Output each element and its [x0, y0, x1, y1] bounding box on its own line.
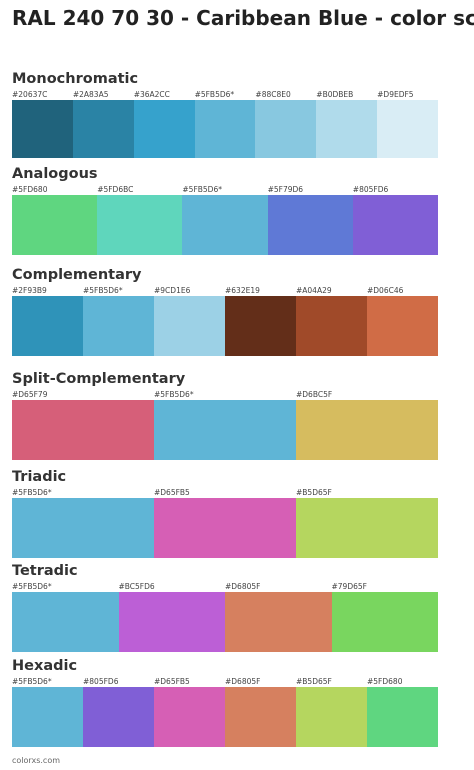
color-swatch[interactable]: [12, 400, 154, 460]
color-label: #5FB5D6*: [12, 488, 52, 497]
color-swatch[interactable]: [367, 687, 438, 747]
swatch-row: [12, 592, 438, 652]
color-swatch[interactable]: [182, 195, 268, 255]
color-swatch[interactable]: [352, 195, 439, 255]
color-swatch[interactable]: [83, 296, 154, 356]
color-swatch[interactable]: [194, 100, 256, 158]
swatch-row: [12, 687, 438, 747]
color-label: #D9EDF5: [377, 90, 414, 99]
section-complementary: Complementary #2F93B9 #5FB5D6* #9CD1E6 #632E…: [12, 266, 438, 356]
color-label: #5FB5D6*: [12, 582, 52, 591]
section-title: Monochromatic: [12, 71, 139, 87]
color-label: #5FB5D6*: [194, 90, 235, 99]
color-swatch[interactable]: [118, 592, 225, 652]
swatch-row: [12, 100, 439, 158]
section-title: Tetradic: [12, 563, 78, 579]
section-analogous: Analogous #5FD680 #5FD6BC #5FB5D6* #5F79D6 #8…: [12, 165, 439, 255]
color-swatch[interactable]: [12, 296, 83, 356]
color-label: #D6805F: [225, 582, 261, 591]
section-title: Analogous: [12, 166, 98, 182]
color-labels: #20637C #2A83A5 #36A2CC #5FB5D6* #88C8E0 #B0D…: [12, 90, 438, 100]
section-split-complementary: Split-Complementary #D65F79 #5FB5D6* #D6BC5…: [12, 370, 438, 460]
color-label: #5FD680: [367, 677, 403, 686]
color-label: #2A83A5: [72, 90, 109, 99]
color-swatch[interactable]: [72, 100, 134, 158]
site-footer[interactable]: colorxs.com: [12, 756, 61, 765]
color-label: #B5D65F: [296, 677, 332, 686]
swatch-row: [12, 195, 439, 255]
color-label: #9CD1E6: [154, 286, 191, 295]
swatch-row: [12, 296, 438, 356]
color-labels: #5FB5D6* #BC5FD6 #D6805F #79D65F: [12, 582, 438, 592]
section-title: Complementary: [12, 267, 142, 283]
color-labels: #5FD680 #5FD6BC #5FB5D6* #5F79D6 #805FD6: [12, 185, 438, 195]
swatch-row: [12, 400, 438, 460]
color-swatch[interactable]: [154, 498, 296, 558]
color-swatch[interactable]: [331, 592, 438, 652]
color-swatch[interactable]: [225, 592, 332, 652]
color-label: #88C8E0: [255, 90, 291, 99]
color-label: #D6805F: [225, 677, 261, 686]
color-label: #5FB5D6*: [182, 185, 222, 194]
color-label: #79D65F: [331, 582, 367, 591]
page-title: RAL 240 70 30 - Caribbean Blue - color s…: [12, 6, 474, 30]
color-label: #D65FB5: [154, 677, 190, 686]
color-swatch[interactable]: [12, 498, 154, 558]
color-label: #A04A29: [296, 286, 332, 295]
color-label: #D65FB5: [154, 488, 190, 497]
color-labels: #D65F79 #5FB5D6* #D6BC5F: [12, 390, 438, 400]
section-title: Split-Complementary: [12, 371, 186, 387]
color-label: #632E19: [225, 286, 260, 295]
color-label: #5F79D6: [267, 185, 304, 194]
color-swatch[interactable]: [12, 592, 119, 652]
color-swatch[interactable]: [133, 100, 195, 158]
color-labels: #5FB5D6* #D65FB5 #B5D65F: [12, 488, 438, 498]
color-swatch[interactable]: [296, 687, 367, 747]
color-swatch[interactable]: [225, 687, 296, 747]
color-label: #2F93B9: [12, 286, 47, 295]
color-label: #36A2CC: [133, 90, 170, 99]
color-label: #B5D65F: [296, 488, 332, 497]
color-label: #D65F79: [12, 390, 48, 399]
color-label: #5FB5D6*: [12, 677, 52, 686]
color-swatch[interactable]: [377, 100, 439, 158]
color-swatch[interactable]: [225, 296, 296, 356]
color-label: #5FB5D6*: [83, 286, 123, 295]
color-swatch[interactable]: [12, 100, 73, 158]
color-label: #20637C: [12, 90, 48, 99]
color-swatch[interactable]: [12, 195, 98, 255]
section-monochromatic: Monochromatic #20637C #2A83A5 #36A2CC #5FB5D…: [12, 70, 439, 158]
color-swatch[interactable]: [255, 100, 317, 158]
color-labels: #2F93B9 #5FB5D6* #9CD1E6 #632E19 #A04A29 #D06…: [12, 286, 438, 296]
color-swatch[interactable]: [316, 100, 378, 158]
section-hexadic: Hexadic #5FB5D6* #805FD6 #D65FB5 #D6805F #B5D…: [12, 657, 438, 747]
color-label: #805FD6: [352, 185, 389, 194]
color-label: #5FD680: [12, 185, 48, 194]
color-swatch[interactable]: [296, 296, 367, 356]
color-label: #D06C46: [367, 286, 404, 295]
color-label: #D6BC5F: [296, 390, 333, 399]
section-tetradic: Tetradic #5FB5D6* #BC5FD6 #D6805F #79D65F: [12, 562, 438, 652]
color-swatch[interactable]: [83, 687, 154, 747]
color-swatch[interactable]: [267, 195, 353, 255]
section-title: Hexadic: [12, 658, 78, 674]
color-swatch[interactable]: [296, 400, 438, 460]
swatch-row: [12, 498, 438, 558]
color-swatch[interactable]: [154, 687, 225, 747]
color-label: #B0DBEB: [316, 90, 354, 99]
section-title: Triadic: [12, 469, 67, 485]
color-swatch[interactable]: [12, 687, 83, 747]
color-swatch[interactable]: [154, 296, 225, 356]
color-swatch[interactable]: [367, 296, 438, 356]
section-triadic: Triadic #5FB5D6* #D65FB5 #B5D65F: [12, 468, 438, 558]
color-label: #5FD6BC: [97, 185, 134, 194]
color-swatch[interactable]: [154, 400, 296, 460]
color-swatch[interactable]: [296, 498, 438, 558]
color-label: #805FD6: [83, 677, 119, 686]
color-swatch[interactable]: [97, 195, 183, 255]
color-labels: #5FB5D6* #805FD6 #D65FB5 #D6805F #B5D65F #5FD…: [12, 677, 438, 687]
color-label: #5FB5D6*: [154, 390, 194, 399]
color-label: #BC5FD6: [118, 582, 155, 591]
